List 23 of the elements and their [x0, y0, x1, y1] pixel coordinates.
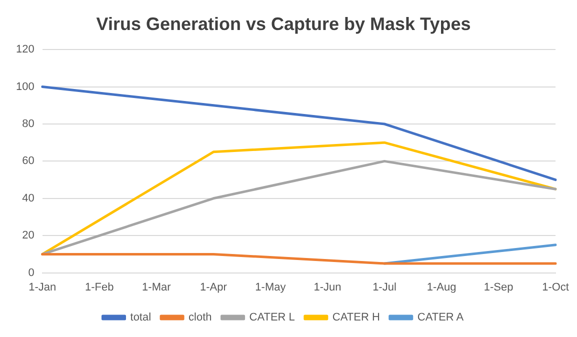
x-tick-label: 1-Jul	[372, 281, 396, 294]
x-tick-label: 1-May	[255, 281, 286, 294]
x-tick-label: 1-Sep	[484, 281, 514, 294]
legend-label: CATER H	[332, 312, 380, 324]
y-tick-label: 120	[16, 44, 34, 56]
y-tick-label: 40	[22, 192, 34, 204]
x-tick-label: 1-Oct	[542, 281, 570, 294]
x-tick-label: 1-Jun	[314, 281, 342, 294]
x-tick-label: 1-Jan	[28, 281, 56, 294]
y-tick-label: 100	[16, 80, 34, 93]
legend-label: total	[130, 312, 152, 324]
x-tick-label: 1-Apr	[200, 281, 228, 294]
legend-label: CATER A	[417, 312, 464, 324]
x-tick-label: 1-Aug	[426, 281, 456, 294]
x-tick-label: 1-Feb	[85, 281, 114, 294]
chart-title: Virus Generation vs Capture by Mask Types	[96, 14, 471, 34]
y-tick-label: 0	[28, 266, 34, 279]
y-tick-label: 60	[22, 155, 34, 168]
legend-label: CATER L	[249, 312, 295, 324]
legend-label: cloth	[188, 312, 212, 324]
y-tick-label: 20	[22, 230, 34, 242]
y-tick-label: 80	[22, 118, 34, 130]
x-tick-label: 1-Mar	[142, 281, 172, 294]
